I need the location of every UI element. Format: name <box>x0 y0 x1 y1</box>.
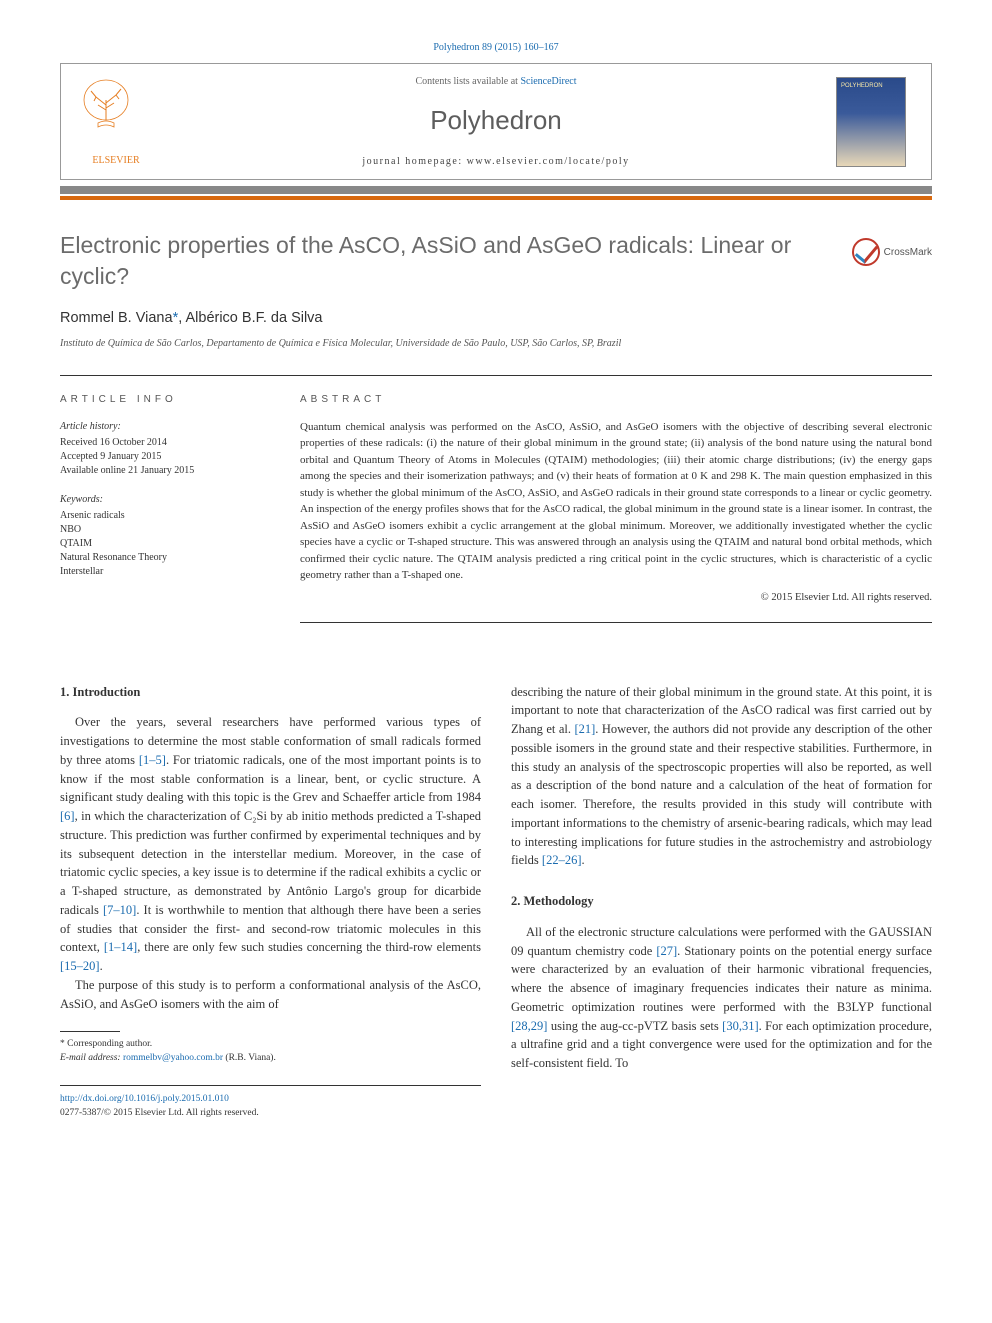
publisher-name: ELSEVIER <box>76 153 156 168</box>
section-heading-intro: 1. Introduction <box>60 683 481 702</box>
ref-link[interactable]: [6] <box>60 809 75 823</box>
intro-paragraph-cont: describing the nature of their global mi… <box>511 683 932 871</box>
rule-grey <box>60 186 932 194</box>
keywords-label: Keywords: <box>60 492 260 507</box>
online-date: Available online 21 January 2015 <box>60 464 260 478</box>
abstract-heading: ABSTRACT <box>300 392 932 407</box>
ref-link[interactable]: [15–20] <box>60 959 100 973</box>
abstract-text: Quantum chemical analysis was performed … <box>300 419 932 584</box>
methods-paragraph-1: All of the electronic structure calculat… <box>511 923 932 1073</box>
footer-block: http://dx.doi.org/10.1016/j.poly.2015.01… <box>60 1085 481 1121</box>
elsevier-tree-icon <box>76 75 136 145</box>
author-list: Rommel B. Viana*, Albérico B.F. da Silva <box>60 308 932 330</box>
intro-paragraph-2: The purpose of this study is to perform … <box>60 976 481 1014</box>
contents-available: Contents lists available at ScienceDirec… <box>156 74 836 89</box>
ref-link[interactable]: [27] <box>656 944 677 958</box>
sciencedirect-link[interactable]: ScienceDirect <box>520 76 576 87</box>
crossmark-icon <box>852 238 880 266</box>
journal-title: Polyhedron <box>156 101 836 140</box>
journal-masthead: ELSEVIER Contents lists available at Sci… <box>60 63 932 180</box>
citation-header: Polyhedron 89 (2015) 160–167 <box>60 40 932 55</box>
smallcaps: GAUSSIAN <box>869 925 932 939</box>
email-footnote: E-mail address: rommelbv@yahoo.com.br (R… <box>60 1052 481 1065</box>
keyword-item: QTAIM <box>60 537 260 551</box>
email-label: E-mail address: <box>60 1053 123 1063</box>
ref-link[interactable]: [7–10] <box>103 903 136 917</box>
journal-homepage: journal homepage: www.elsevier.com/locat… <box>156 154 836 169</box>
journal-cover-icon <box>836 77 906 167</box>
homepage-prefix: journal homepage: <box>362 156 466 167</box>
doi-link[interactable]: http://dx.doi.org/10.1016/j.poly.2015.01… <box>60 1094 229 1104</box>
corresponding-footnote: * Corresponding author. <box>60 1038 481 1051</box>
crossmark-badge[interactable]: CrossMark <box>852 238 932 266</box>
ref-link[interactable]: [28,29] <box>511 1019 547 1033</box>
email-suffix: (R.B. Viana). <box>223 1053 276 1063</box>
email-link[interactable]: rommelbv@yahoo.com.br <box>123 1053 223 1063</box>
body-column-right: describing the nature of their global mi… <box>511 683 932 1121</box>
abstract-block: ABSTRACT Quantum chemical analysis was p… <box>300 375 932 623</box>
keyword-item: Interstellar <box>60 565 260 579</box>
body-column-left: 1. Introduction Over the years, several … <box>60 683 481 1121</box>
citation-link[interactable]: Polyhedron 89 (2015) 160–167 <box>433 42 558 53</box>
ref-link[interactable]: [30,31] <box>722 1019 758 1033</box>
rule-orange <box>60 196 932 200</box>
accepted-date: Accepted 9 January 2015 <box>60 450 260 464</box>
ref-link[interactable]: [1–14] <box>104 940 137 954</box>
contents-prefix: Contents lists available at <box>415 76 520 87</box>
article-info-block: ARTICLE INFO Article history: Received 1… <box>60 375 260 623</box>
intro-paragraph-1: Over the years, several researchers have… <box>60 713 481 976</box>
publisher-logo-block: ELSEVIER <box>76 75 156 168</box>
keyword-item: Natural Resonance Theory <box>60 551 260 565</box>
ref-link[interactable]: [22–26] <box>542 853 582 867</box>
crossmark-label: CrossMark <box>884 245 932 260</box>
homepage-url[interactable]: www.elsevier.com/locate/poly <box>467 156 630 167</box>
section-heading-methods: 2. Methodology <box>511 892 932 911</box>
ref-link[interactable]: [1–5] <box>139 753 166 767</box>
abstract-copyright: © 2015 Elsevier Ltd. All rights reserved… <box>300 590 932 606</box>
keyword-item: NBO <box>60 523 260 537</box>
author-2[interactable]: Albérico B.F. da Silva <box>185 310 322 326</box>
issn-copyright: 0277-5387/© 2015 Elsevier Ltd. All right… <box>60 1108 259 1118</box>
article-title: Electronic properties of the AsCO, AsSiO… <box>60 230 832 292</box>
author-1[interactable]: Rommel B. Viana <box>60 310 173 326</box>
keyword-item: Arsenic radicals <box>60 509 260 523</box>
affiliation: Instituto de Química de São Carlos, Depa… <box>60 336 932 351</box>
history-label: Article history: <box>60 419 260 434</box>
cover-thumbnail-block <box>836 77 916 167</box>
ref-link[interactable]: [21] <box>574 722 595 736</box>
received-date: Received 16 October 2014 <box>60 436 260 450</box>
article-info-heading: ARTICLE INFO <box>60 392 260 407</box>
